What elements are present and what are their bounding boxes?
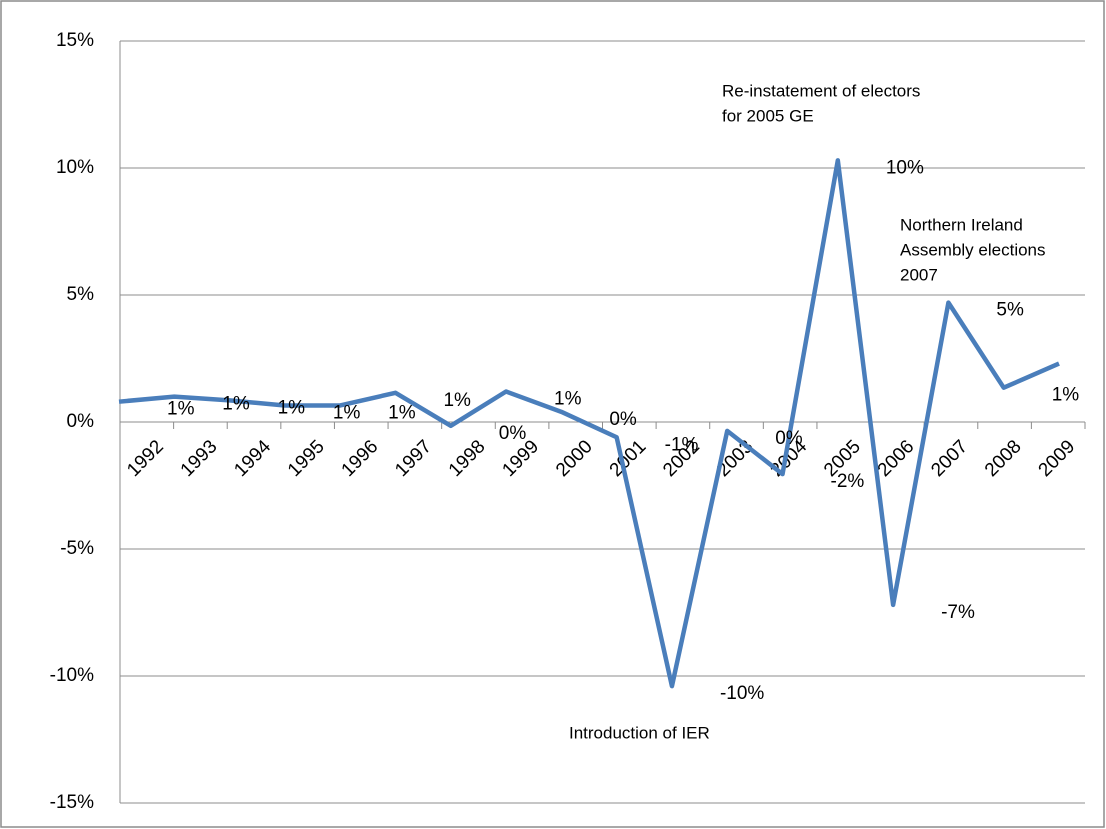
data-label: -10% bbox=[720, 683, 764, 704]
data-label: 5% bbox=[996, 300, 1024, 321]
annotation: Assembly elections bbox=[900, 240, 1046, 259]
annotation: Introduction of IER bbox=[569, 723, 710, 742]
data-label: 1% bbox=[278, 397, 306, 418]
data-label: 0% bbox=[775, 428, 803, 449]
data-label: 1% bbox=[388, 403, 416, 424]
data-label: 1% bbox=[222, 394, 250, 415]
annotation: 2007 bbox=[900, 265, 938, 284]
annotation: Northern Ireland bbox=[900, 215, 1023, 234]
series-line bbox=[118, 158, 1060, 689]
y-tick-label: -15% bbox=[50, 792, 94, 813]
data-label: 0% bbox=[609, 409, 637, 430]
y-tick-label: -5% bbox=[60, 538, 94, 559]
annotation: for 2005 GE bbox=[722, 106, 814, 125]
data-label: -2% bbox=[831, 471, 865, 492]
data-label: 1% bbox=[443, 390, 471, 411]
y-tick-label: 10% bbox=[56, 157, 94, 178]
data-label: -1% bbox=[665, 434, 699, 455]
data-label: 1% bbox=[1052, 385, 1080, 406]
y-tick-label: 5% bbox=[67, 284, 95, 305]
annotation: Re-instatement of electors bbox=[722, 81, 920, 100]
data-label: 1% bbox=[333, 403, 361, 424]
y-tick-label: 0% bbox=[67, 411, 95, 432]
data-label: 10% bbox=[886, 157, 924, 178]
y-tick-label: -10% bbox=[50, 665, 94, 686]
data-label: -7% bbox=[941, 602, 975, 623]
data-label: 0% bbox=[499, 423, 527, 444]
y-tick-label: 15% bbox=[56, 30, 94, 51]
data-label: 1% bbox=[554, 389, 582, 410]
data-label: 1% bbox=[167, 399, 195, 420]
